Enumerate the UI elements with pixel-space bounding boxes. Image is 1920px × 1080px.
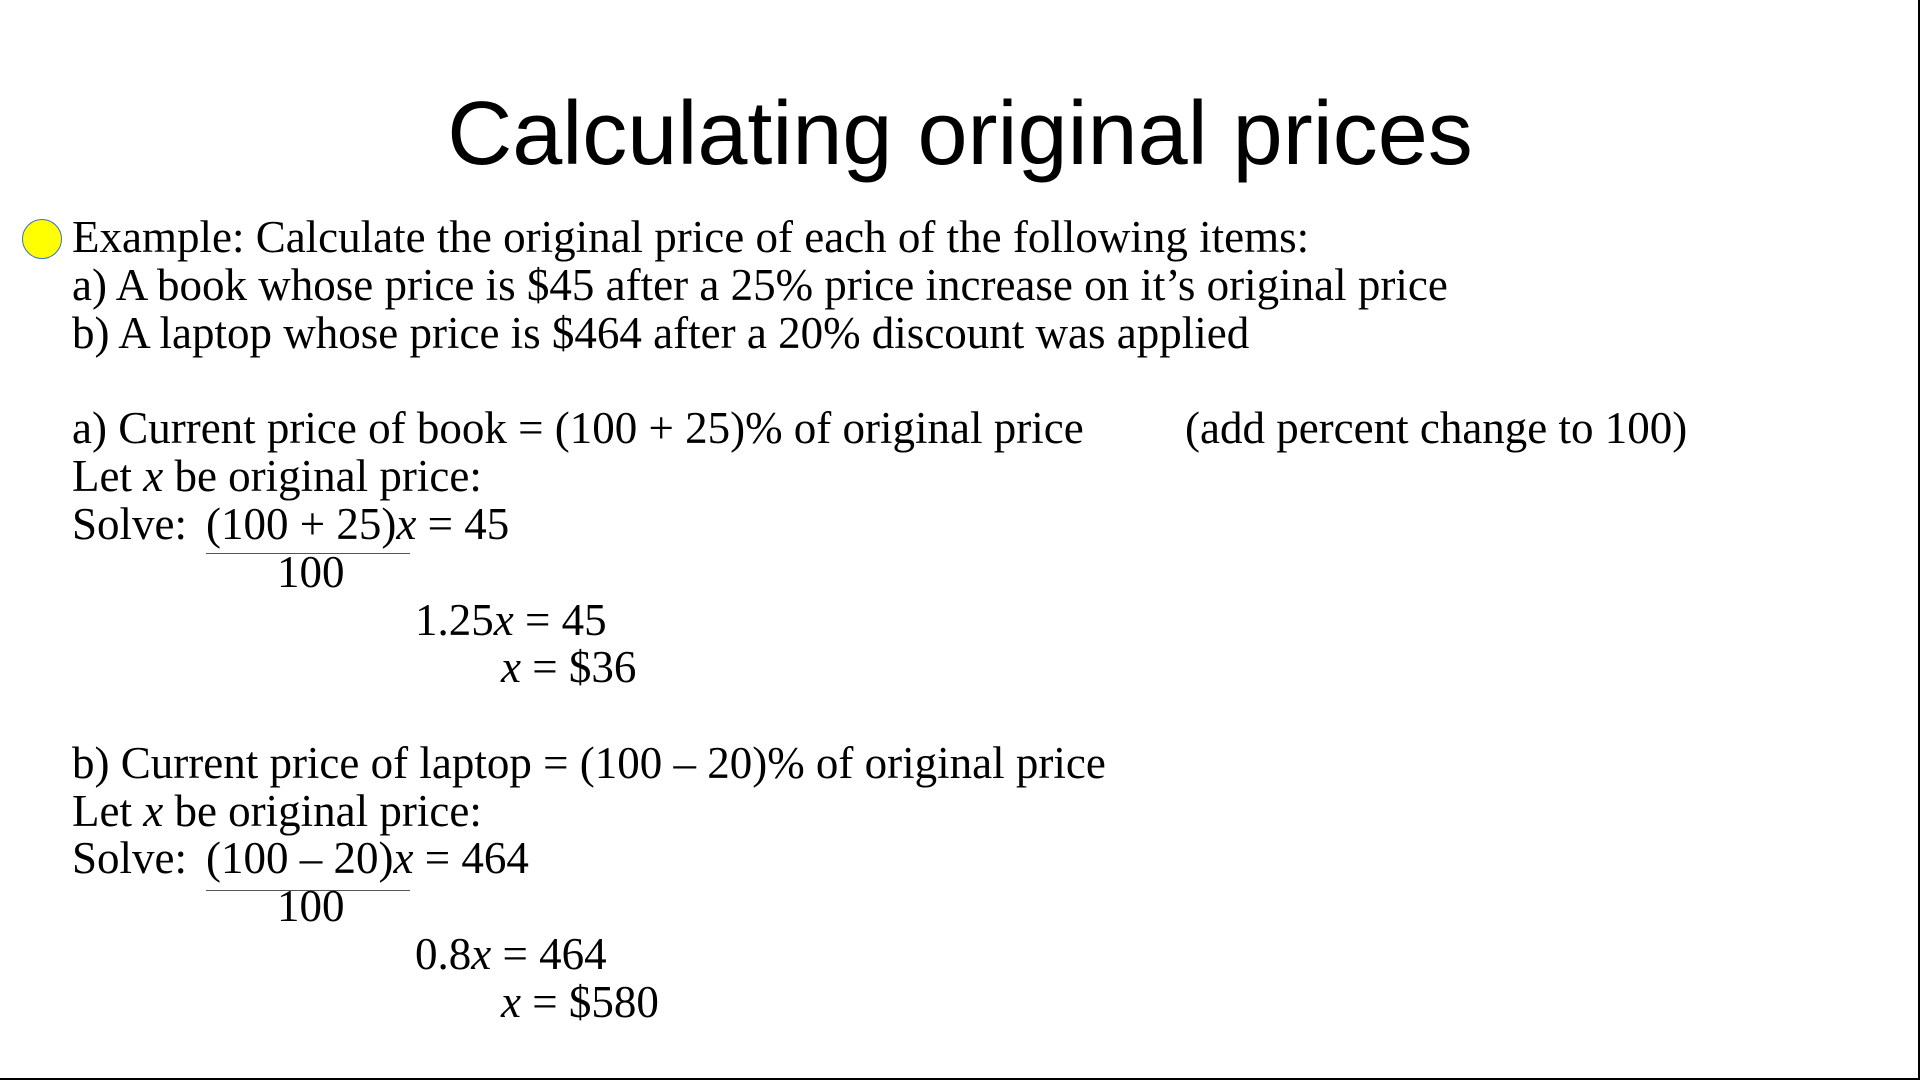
part-a-note: (add percent change to 100) xyxy=(1185,403,1688,453)
text: Let xyxy=(72,786,144,836)
variable: x xyxy=(471,929,492,979)
fraction-bar xyxy=(206,890,410,891)
intro-line: Example: Calculate the original price of… xyxy=(72,212,1310,262)
part-b-statement: b) Current price of laptop = (100 – 20)%… xyxy=(72,738,1106,788)
part-a-denominator: 100 xyxy=(277,547,345,597)
text: be original price: xyxy=(163,451,482,501)
part-b-result: x = $580 xyxy=(501,980,659,1025)
part-a-equation: (100 + 25)x = 45 xyxy=(206,502,509,547)
rhs: = 464 xyxy=(413,833,529,883)
part-a-result: x = $36 xyxy=(501,645,636,690)
rhs: = $580 xyxy=(520,977,659,1027)
part-b-let: Let x be original price: xyxy=(72,789,482,834)
rhs: = $36 xyxy=(520,642,637,692)
text: Let xyxy=(72,451,144,501)
variable: x xyxy=(501,977,521,1027)
variable: x xyxy=(501,642,521,692)
part-a-step: 1.25x = 45 xyxy=(415,598,607,643)
fraction-bar xyxy=(206,553,410,554)
part-b-step: 0.8x = 464 xyxy=(415,932,607,977)
part-a-statement: a) Current price of book = (100 + 25)% o… xyxy=(72,403,1084,453)
coef: 1.25 xyxy=(415,595,494,645)
rhs: = 45 xyxy=(416,499,510,549)
slide-title: Calculating original prices xyxy=(447,84,1473,184)
intro-line: a) A book whose price is $45 after a 25%… xyxy=(72,260,1448,310)
variable: x xyxy=(393,833,414,883)
yellow-circle-bullet-icon xyxy=(22,219,62,259)
text: be original price: xyxy=(163,786,482,836)
coef: 0.8 xyxy=(415,929,472,979)
intro-line: b) A laptop whose price is $464 after a … xyxy=(72,308,1250,358)
numerator: (100 + 25) xyxy=(206,499,397,549)
part-a-solve-label: Solve: xyxy=(72,499,188,549)
variable: x xyxy=(143,451,164,501)
rhs: = 45 xyxy=(513,595,607,645)
part-b-equation: (100 – 20)x = 464 xyxy=(206,836,529,881)
numerator: (100 – 20) xyxy=(206,833,394,883)
rhs: = 464 xyxy=(491,929,607,979)
part-b-solve-label: Solve: xyxy=(72,833,188,883)
part-a-let: Let x be original price: xyxy=(72,454,482,499)
variable: x xyxy=(493,595,514,645)
part-b-denominator: 100 xyxy=(277,881,345,931)
variable: x xyxy=(396,499,417,549)
variable: x xyxy=(143,786,164,836)
